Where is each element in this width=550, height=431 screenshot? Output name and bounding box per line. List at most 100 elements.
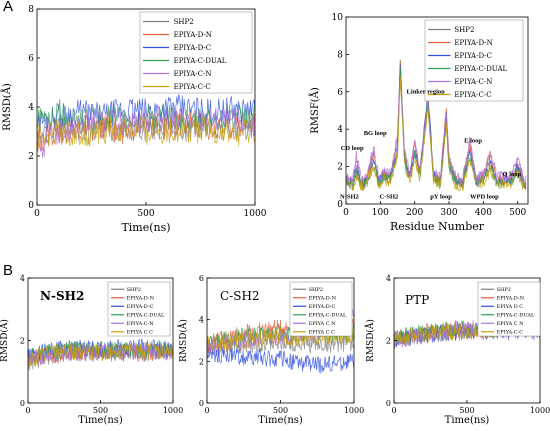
legend-label: EPIYA-C-N (174, 70, 212, 78)
series-line-epiya-d-c (36, 93, 256, 134)
y-tick-label: 6 (28, 54, 34, 64)
x-axis-label: Time(ns) (258, 415, 303, 426)
legend-label: EPIYA-D-C (127, 304, 154, 310)
y-tick-label: 4 (199, 316, 204, 325)
legend-label: EPIYA C C (309, 330, 336, 336)
series-line-epiya-c-c (346, 75, 527, 192)
x-tick-label: 0 (204, 406, 209, 415)
y-tick-label: 10 (332, 13, 344, 23)
legend-label: EPIYA-C-N (127, 321, 155, 327)
annotation-label: C-SH2 (380, 193, 399, 200)
series-line-epiya-d-c (206, 344, 355, 374)
chart-rmsd-ptp: 0 500 1000 0 2 4 Time(ns) RMSD(Å) PTP SHP2 EPIYA-D… (364, 274, 550, 426)
y-axis-label: RMSD(Å) (1, 83, 13, 131)
annotation-label: Q loop (503, 171, 522, 178)
legend-label: EPIYA-D-C (454, 52, 492, 60)
legend-label: EPIYA-C-DUAL (127, 313, 165, 319)
y-tick-label: 2 (337, 163, 343, 173)
x-tick-label: 0 (34, 209, 40, 219)
y-tick-label: 2 (386, 337, 391, 346)
y-tick-label: 4 (386, 274, 391, 283)
y-axis-label: RMSD(Å) (177, 319, 189, 362)
x-tick-label: 200 (406, 208, 423, 218)
y-tick-label: 2 (199, 357, 204, 366)
chart-rmsd-csh2: 0 500 1000 0 2 4 6 Time(ns) RMSD(Å) C-SH2 SHP2 EPIY… (177, 274, 364, 426)
legend-box (107, 281, 171, 337)
legend-box (477, 281, 541, 337)
y-tick-label: 8 (337, 50, 343, 60)
y-tick-label: 0 (28, 201, 34, 211)
panel-label-a: A (3, 0, 14, 15)
x-tick-label: 1000 (344, 406, 364, 415)
annotation-label: BG loop (364, 130, 387, 137)
legend-label: EPIYA C C (127, 330, 154, 336)
legend-label: SHP2 (127, 287, 141, 293)
y-axis-label: RMSF(Å) (309, 87, 321, 134)
annotation-label: E loop (464, 137, 482, 144)
x-tick-label: 500 (137, 209, 154, 219)
y-axis-label: RMSD(Å) (364, 319, 376, 362)
legend-label: EPIYA-D-C (174, 44, 212, 52)
x-tick-label: 0 (391, 406, 396, 415)
legend-label: EPIYA-D-N (174, 31, 212, 39)
x-axis-label: Time(ns) (445, 415, 490, 426)
chart-title: N-SH2 (40, 289, 84, 303)
chart-rmsf: 0 100 200 300 400 500 0 2 4 6 8 10 Residue Number RMS… (309, 13, 529, 233)
series-line-epiya-c-c (206, 327, 355, 352)
legend-label: EPIYA D C (497, 304, 524, 310)
x-axis-label: Time(ns) (121, 221, 170, 234)
annotation-label: pY loop (430, 193, 452, 200)
legend-label: EPIYA C N (497, 321, 525, 327)
x-tick-label: 500 (459, 406, 474, 415)
legend: SHP2 EPIYA-D-N EPIYA-D-C EPIYA-C-DUAL EPIYA-… (107, 281, 171, 337)
legend-label: EPIYA-D-N (454, 39, 492, 47)
legend-label: SHP2 (454, 26, 474, 34)
x-tick-label: 1000 (530, 406, 550, 415)
annotation-label: CD loop (341, 145, 364, 152)
panel-label-b: B (3, 262, 14, 279)
y-tick-label: 4 (28, 103, 34, 113)
chart-rmsd-nsh2: 0 500 1000 0 2 4 Time(ns) RMSD(Å) N-SH2 SHP2 EPIYA… (0, 274, 183, 426)
y-tick-label: 6 (199, 274, 204, 283)
y-tick-label: 2 (28, 152, 34, 162)
chart-rmsd-overall: 0 500 1000 0 2 4 6 8 Time(ns) RMSD(Å) SHP2 EPIYA-D-… (1, 5, 267, 234)
legend-box (289, 281, 353, 337)
y-tick-label: 0 (199, 399, 204, 408)
legend-label: EPIYA-C-DUAL (174, 57, 227, 65)
legend-label: EPIYA-C-C (497, 330, 524, 336)
legend-label: EPIYA C N (309, 321, 337, 327)
x-tick-label: 1000 (244, 209, 267, 219)
legend-label: EPIYA-C-DUAL (309, 313, 347, 319)
legend-label: EPIYA-D-N (309, 296, 337, 302)
legend-label: EPIYA-C-C (174, 83, 211, 91)
legend-label: EPIYA-C-C (454, 91, 491, 99)
x-tick-label: 1000 (163, 406, 183, 415)
legend-label: EPIYA-D-C (309, 304, 336, 310)
legend-label: EPIYA-C-DUAL (454, 65, 507, 73)
legend-label: EPIYA-C-N (454, 78, 492, 86)
chart-title: PTP (405, 293, 429, 307)
annotation-label: N-SH2 (340, 193, 359, 200)
x-tick-label: 500 (273, 406, 288, 415)
x-tick-label: 500 (509, 208, 526, 218)
x-axis-label: Time(ns) (78, 415, 123, 426)
chart-title: C-SH2 (220, 289, 260, 303)
legend: SHP2 EPIYA-D-N EPIYA D C EPIYA-C-DUAL EPIYA … (477, 281, 541, 337)
y-tick-label: 2 (20, 337, 25, 346)
series-line-epiya-c-c (36, 115, 256, 148)
legend-box (139, 11, 253, 94)
y-tick-label: 0 (386, 399, 391, 408)
legend-label: SHP2 (174, 18, 194, 26)
legend-label: EPIYA-C-DUAL (497, 313, 535, 319)
legend: SHP2 EPIYA-D-N EPIYA-D-C EPIYA-C-DUAL EPIYA … (289, 281, 353, 337)
y-tick-label: 0 (337, 200, 343, 210)
series-line-epiya-c-n (36, 104, 256, 159)
y-tick-label: 4 (20, 274, 25, 283)
x-tick-label: 500 (93, 406, 108, 415)
legend-label: EPIYA-D-N (497, 296, 525, 302)
series-line-epiya-c-n (346, 76, 527, 186)
legend: SHP2 EPIYA-D-N EPIYA-D-C EPIYA-C-DUAL EPIYA-… (424, 19, 524, 102)
x-tick-label: 0 (25, 406, 30, 415)
x-axis-label: Residue Number (390, 220, 485, 233)
